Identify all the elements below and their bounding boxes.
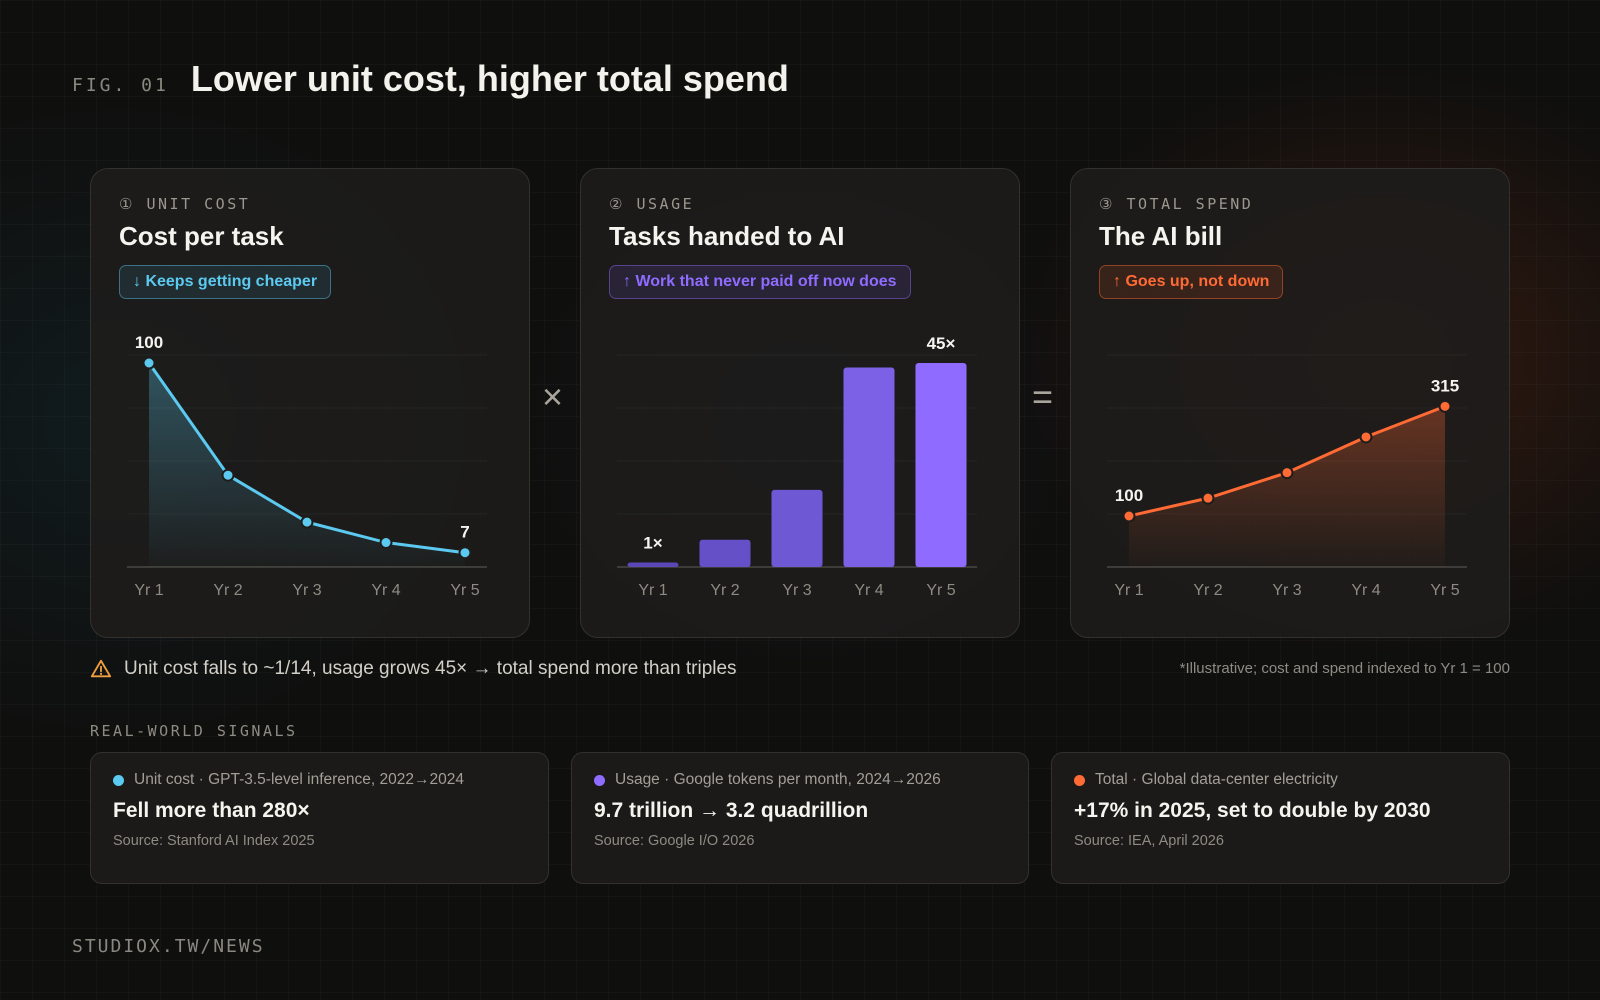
page-title: Lower unit cost, higher total spend — [190, 58, 789, 99]
data-point — [379, 536, 393, 550]
cyan-dot-icon — [113, 774, 124, 786]
x-tick-label: Yr 5 — [1430, 582, 1459, 599]
card-kicker: ② USAGE — [609, 195, 695, 213]
footnote: *Illustrative; cost and spend indexed to… — [1179, 660, 1510, 677]
figure-label: FIG. 01 — [72, 75, 169, 96]
total-spend-chart: 100 315 Yr 1 Yr 2 Yr 3 Yr 4 Yr 5 — [1107, 354, 1467, 599]
equals-operator: = — [1032, 376, 1054, 417]
bar — [699, 539, 751, 567]
data-point — [300, 515, 314, 529]
signal-head-text: Unit cost · GPT-3.5-level inference, 202… — [134, 771, 464, 788]
signal-card-total: Total · Global data-center electricity +… — [1051, 752, 1510, 884]
card-title: Tasks handed to AI — [609, 221, 845, 251]
bar — [627, 562, 679, 567]
trend-badge: ↑ Work that never paid off now does — [609, 265, 911, 299]
signal-card-usage: Usage · Google tokens per month, 2024→20… — [571, 752, 1029, 884]
data-point — [1438, 399, 1452, 413]
data-label: 315 — [1431, 376, 1459, 395]
bar — [915, 363, 967, 567]
x-tick-label: Yr 4 — [854, 582, 883, 599]
page-header: FIG. 01 Lower unit cost, higher total sp… — [72, 58, 789, 100]
summary-text: Unit cost falls to ~1/14, usage grows 45… — [124, 658, 737, 679]
purple-dot-icon — [594, 774, 605, 786]
signal-head: Usage · Google tokens per month, 2024→20… — [594, 771, 941, 789]
signal-head: Unit cost · GPT-3.5-level inference, 202… — [113, 771, 464, 789]
signal-source: Source: Google I/O 2026 — [594, 833, 755, 849]
x-tick-label: Yr 3 — [292, 582, 321, 599]
bar — [843, 367, 895, 567]
data-point — [221, 468, 235, 482]
usage-card: ② USAGE Tasks handed to AI ↑ Work that n… — [580, 168, 1020, 638]
orange-dot-icon — [1074, 774, 1085, 786]
area-fill — [1129, 406, 1445, 567]
x-tick-label: Yr 2 — [710, 582, 739, 599]
data-point — [458, 546, 472, 560]
data-point — [1201, 491, 1215, 505]
signal-head-text: Total · Global data-center electricity — [1095, 771, 1338, 788]
signal-card-unit-cost: Unit cost · GPT-3.5-level inference, 202… — [90, 752, 549, 884]
x-tick-label: Yr 4 — [371, 582, 400, 599]
data-label: 1× — [643, 533, 662, 552]
x-tick-label: Yr 5 — [926, 582, 955, 599]
signal-source: Source: IEA, April 2026 — [1074, 833, 1224, 849]
trend-badge: ↑ Goes up, not down — [1099, 265, 1284, 299]
total-spend-card: ③ TOTAL SPEND The AI bill ↑ Goes up, not… — [1070, 168, 1510, 638]
x-tick-label: Yr 4 — [1351, 582, 1380, 599]
unit-cost-card: ① UNIT COST Cost per task ↓ Keeps gettin… — [90, 168, 530, 638]
card-kicker: ③ TOTAL SPEND — [1099, 195, 1254, 213]
usage-chart: 1× 45× Yr 1 Yr 2 Yr 3 Yr 4 Yr 5 — [617, 334, 977, 599]
card-kicker: ① UNIT COST — [119, 195, 251, 213]
signal-head: Total · Global data-center electricity — [1074, 771, 1338, 789]
x-tick-label: Yr 1 — [638, 582, 667, 599]
data-label: 45× — [927, 334, 956, 353]
card-title: The AI bill — [1099, 221, 1223, 251]
unit-cost-chart: 100 7 Yr 1 Yr 2 Yr 3 Yr 4 Yr 5 — [127, 333, 487, 599]
signal-value: +17% in 2025, set to double by 2030 — [1074, 799, 1431, 822]
area-fill — [149, 363, 465, 567]
x-tick-label: Yr 2 — [213, 582, 242, 599]
bar — [771, 489, 823, 567]
data-label: 100 — [135, 333, 163, 352]
signal-value: 9.7 trillion → 3.2 quadrillion — [594, 799, 869, 822]
x-tick-label: Yr 2 — [1193, 582, 1222, 599]
data-point — [1280, 466, 1294, 480]
data-point — [142, 356, 156, 370]
section-label: REAL-WORLD SIGNALS — [90, 722, 298, 740]
footer-brand: STUDIOX.TW/NEWS — [72, 936, 265, 957]
card-title: Cost per task — [119, 221, 284, 251]
x-tick-label: Yr 3 — [1272, 582, 1301, 599]
signal-source: Source: Stanford AI Index 2025 — [113, 833, 315, 849]
data-point — [1122, 509, 1136, 523]
data-label: 7 — [460, 523, 469, 542]
multiply-operator: × — [542, 376, 564, 417]
signal-head-text: Usage · Google tokens per month, 2024→20… — [615, 771, 941, 788]
x-tick-label: Yr 3 — [782, 582, 811, 599]
data-point — [1359, 430, 1373, 444]
data-label: 100 — [1115, 486, 1143, 505]
x-tick-label: Yr 1 — [134, 582, 163, 599]
summary-line: Unit cost falls to ~1/14, usage grows 45… — [90, 656, 1510, 686]
x-tick-label: Yr 5 — [450, 582, 479, 599]
signal-value: Fell more than 280× — [113, 799, 310, 822]
warning-triangle-icon — [90, 659, 112, 678]
trend-badge: ↓ Keeps getting cheaper — [119, 265, 332, 299]
x-tick-label: Yr 1 — [1114, 582, 1143, 599]
